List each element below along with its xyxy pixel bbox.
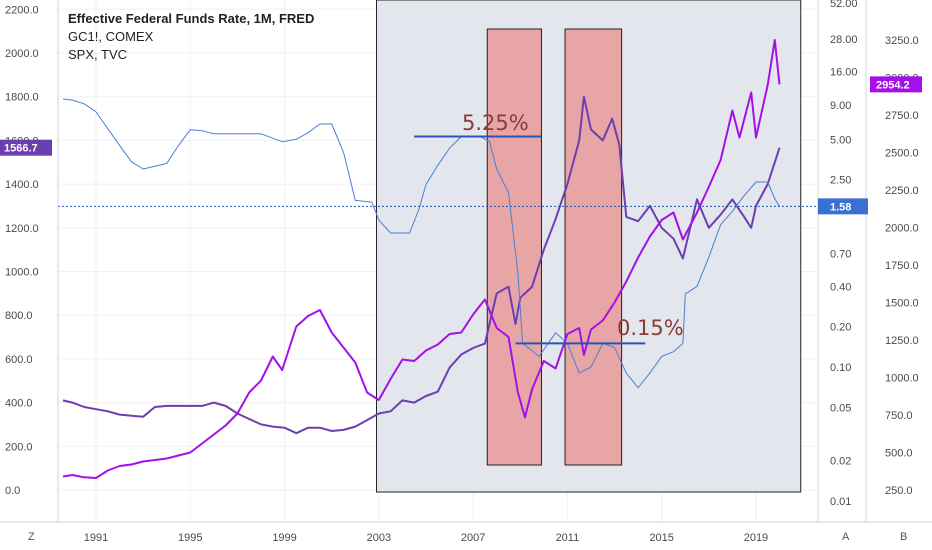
y-left-tick-5: 1000.0 — [5, 267, 39, 279]
y-left-tick-9: 1800.0 — [5, 92, 39, 104]
badge-gold-bg — [0, 139, 52, 156]
y-rate-tick-6: 0.70 — [830, 249, 851, 261]
y-left-tick-4: 800.0 — [5, 310, 33, 322]
recession-box-1 — [564, 28, 623, 466]
badge-spx-value: 2954.2 — [876, 79, 910, 91]
recession-layer — [486, 28, 623, 466]
legend-title[interactable]: Effective Federal Funds Rate, 1M, FRED — [68, 11, 314, 26]
y-left-tick-3: 600.0 — [5, 354, 33, 366]
corner-z-label[interactable]: Z — [28, 531, 35, 543]
y-rate-tick-4: 0.20 — [830, 322, 851, 334]
y-rate-tick-9: 5.00 — [830, 134, 851, 146]
y-left-tick-11: 2200.0 — [5, 4, 39, 16]
y-spx-tick-8: 2250.0 — [885, 185, 919, 197]
y-spx-tick-4: 1250.0 — [885, 335, 919, 347]
y-spx-tick-2: 750.0 — [885, 410, 913, 422]
badge-rate-bg — [818, 198, 868, 215]
y-spx-tick-12: 3250.0 — [885, 35, 919, 47]
y-spx-tick-10: 2750.0 — [885, 110, 919, 122]
x-tick-7: 2019 — [744, 532, 768, 544]
y-spx-tick-0: 250.0 — [885, 485, 913, 497]
y-rate-tick-8: 2.50 — [830, 175, 851, 187]
y-rate-tick-0: 0.01 — [830, 496, 851, 508]
x-tick-4: 2007 — [461, 532, 485, 544]
y-spx-tick-6: 1750.0 — [885, 260, 919, 272]
y-left-tick-1: 200.0 — [5, 441, 33, 453]
y-spx-tick-7: 2000.0 — [885, 223, 919, 235]
corner-b-label[interactable]: B — [900, 531, 907, 543]
y-left-tick-0: 0.0 — [5, 485, 20, 497]
x-tick-0: 1991 — [84, 532, 108, 544]
y-rate-tick-10: 9.00 — [830, 100, 851, 112]
legend-gold[interactable]: GC1!, COMEX — [68, 29, 154, 44]
y-spx-tick-3: 1000.0 — [885, 373, 919, 385]
x-tick-6: 2015 — [649, 532, 673, 544]
badge-rate-value: 1.58 — [830, 201, 851, 213]
y-rate-tick-3: 0.10 — [830, 362, 851, 374]
x-tick-3: 2003 — [367, 532, 391, 544]
series-line-effective-federal-funds-rate — [62, 98, 780, 389]
y-rate-tick-12: 28.00 — [830, 34, 858, 46]
bottom-corner-a[interactable]: A — [842, 531, 850, 543]
y-left-tick-7: 1400.0 — [5, 179, 39, 191]
reference-lines-layer — [58, 135, 818, 345]
legend-spx[interactable]: SPX, TVC — [68, 47, 127, 62]
y-spx-tick-1: 500.0 — [885, 448, 913, 460]
y-rate-tick-11: 16.00 — [830, 67, 858, 79]
series-layer — [62, 39, 781, 479]
y-rate-tick-13: 52.00 — [830, 0, 858, 10]
y-spx-tick-5: 1500.0 — [885, 298, 919, 310]
y-left-tick-2: 400.0 — [5, 398, 33, 410]
y-rate-tick-5: 0.40 — [830, 281, 851, 293]
bottom-corner-left[interactable]: Z — [28, 531, 35, 543]
badge-gold-value: 1566.7 — [4, 143, 38, 155]
corner-a-label[interactable]: A — [842, 531, 850, 543]
y-rate-tick-1: 0.02 — [830, 456, 851, 468]
y-left-tick-10: 2000.0 — [5, 48, 39, 60]
annotation-low: 0.15% — [617, 316, 684, 340]
x-tick-1: 1995 — [178, 532, 202, 544]
y-rate-tick-2: 0.05 — [830, 402, 851, 414]
y-left-tick-6: 1200.0 — [5, 223, 39, 235]
x-tick-2: 1999 — [272, 532, 296, 544]
y-spx-tick-9: 2500.0 — [885, 148, 919, 160]
bottom-corner-b[interactable]: B — [900, 531, 907, 543]
series-line-spx — [62, 39, 781, 479]
badge-spx-bg — [870, 76, 922, 93]
badge-layer: 1566.7 1.58 2954.2 — [0, 76, 922, 215]
x-tick-5: 2011 — [556, 532, 580, 544]
series-line-gc1- — [62, 95, 781, 435]
annotation-high: 5.25% — [462, 111, 529, 135]
